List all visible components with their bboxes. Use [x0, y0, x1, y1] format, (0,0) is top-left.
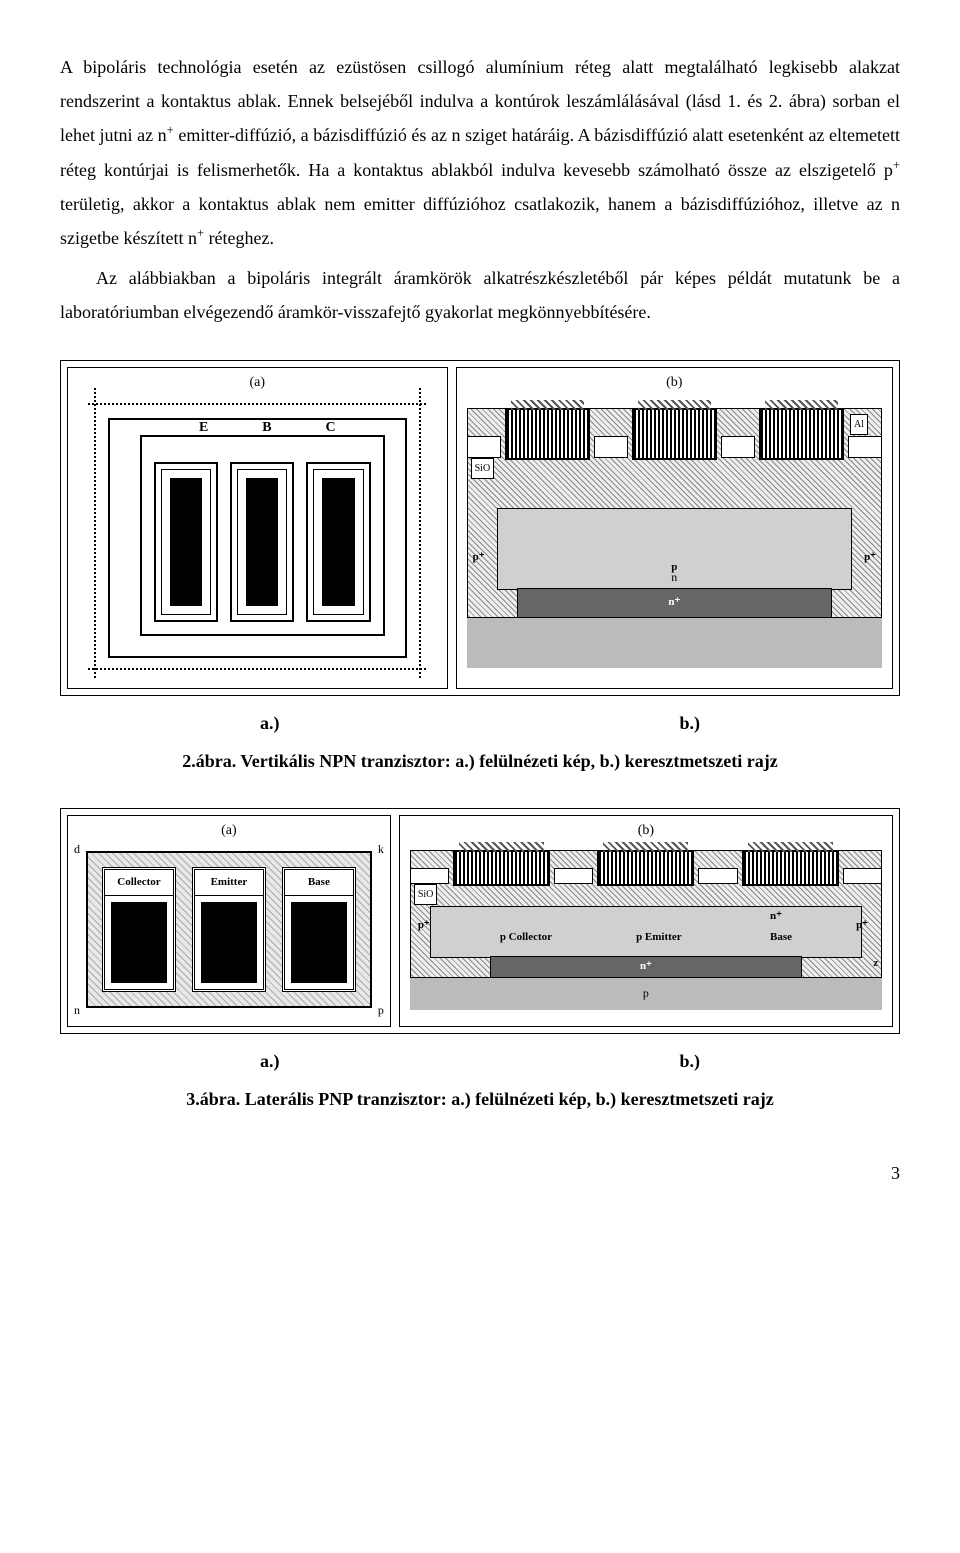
label-pcollector: p Collector [500, 927, 552, 948]
p1-sup-1: + [167, 123, 174, 137]
term-body [291, 902, 347, 983]
cs-metal [759, 408, 844, 460]
term-base-label: Base [285, 870, 353, 896]
paragraph-1: A bipoláris technológia esetén az ezüstö… [60, 50, 900, 255]
contact-fill [246, 478, 278, 606]
p1-text-d: réteghez. [204, 228, 274, 248]
gridline [88, 403, 427, 405]
fig2-a-label: a.) [260, 706, 280, 740]
contact-fill [322, 478, 354, 606]
term-collector: Collector [102, 867, 176, 992]
label-base: n⁺ Base [770, 906, 792, 948]
cs-oxide [721, 436, 755, 458]
corner-bl: n [74, 999, 80, 1022]
cs-oxide [467, 436, 501, 458]
term-base: Base [282, 867, 356, 992]
gridline [419, 388, 421, 678]
term-collector-label: Collector [105, 870, 173, 896]
cs-oxide [594, 436, 628, 458]
term-body [201, 902, 257, 983]
cs-oxide [843, 868, 882, 884]
label-c: C [325, 415, 335, 442]
cs-substrate [467, 617, 882, 668]
label-p: p [671, 557, 677, 578]
fig3a-outer: Collector Emitter Base [86, 851, 372, 1008]
cs-oxide [554, 868, 593, 884]
fig2-caption: 2.ábra. Vertikális NPN tranzisztor: a.) … [60, 744, 900, 778]
label-b: B [262, 415, 271, 442]
cs-buried-layer: n⁺ [490, 956, 802, 978]
label-pplus-r: p⁺ [864, 547, 876, 568]
fig3-caption: 3.ábra. Laterális PNP tranzisztor: a.) f… [60, 1082, 900, 1116]
fig3-b-label: b.) [679, 1044, 700, 1078]
fig2-ab-row: a.) b.) [60, 706, 900, 740]
fig2a-topview: E B C [68, 368, 447, 688]
fig2b-cross-section: n n⁺ SiO Al p p⁺ p⁺ [457, 368, 892, 688]
cs-nplus-label: n⁺ [640, 956, 652, 977]
fig2a-terminal-labels: E B C [172, 415, 363, 442]
cs-metal [632, 408, 717, 460]
figure-2: (a) E B C [60, 360, 900, 778]
fig3a-topview: d k n p Collector Emitter Base [68, 816, 390, 1026]
label-pplus-r: p⁺ [856, 915, 868, 936]
contact-c [306, 462, 370, 622]
term-emitter: Emitter [192, 867, 266, 992]
cs-oxide [698, 868, 737, 884]
fig3-ab-row: a.) b.) [60, 1044, 900, 1078]
cs-substrate: p [410, 977, 882, 1010]
gridline [94, 388, 96, 678]
cs-buried-layer: n⁺ [517, 588, 832, 618]
figure-3-frame: (a) d k n p Collector Emitter Base [60, 808, 900, 1034]
corner-tr: k [378, 838, 384, 861]
fig2a-base-outline: E B C [140, 435, 385, 636]
cs-oxide [410, 868, 449, 884]
contact-fill [170, 478, 202, 606]
p1-sup-2: + [893, 158, 900, 172]
fig3-a-label: a.) [260, 1044, 280, 1078]
label-z: z [874, 953, 878, 974]
page-number: 3 [60, 1156, 900, 1190]
cs-surface-strip [467, 408, 882, 468]
label-pemitter: p Emitter [636, 927, 682, 948]
figure-3-panel-a: (a) d k n p Collector Emitter Base [67, 815, 391, 1027]
term-emitter-label: Emitter [195, 870, 263, 896]
p1-sup-3: + [197, 226, 204, 240]
label-pplus-l: p⁺ [473, 547, 485, 568]
cs-metal [742, 850, 839, 886]
contact-e [154, 462, 218, 622]
tag-al: Al [850, 414, 868, 435]
cs-nplus-label: n⁺ [668, 592, 680, 613]
tag-sio: SiO [471, 458, 495, 479]
paragraph-2: Az alábbiakban a bipoláris integrált ára… [60, 261, 900, 329]
figure-2-panel-b: (b) n n⁺ SiO Al p p⁺ p⁺ [456, 367, 893, 689]
label-pplus-l: p⁺ [418, 915, 430, 936]
term-body [111, 902, 167, 983]
cs-metal [453, 850, 550, 886]
p1-text-b: emitter-diffúzió, a bázisdiffúzió és az … [60, 125, 900, 179]
p1-text-c: területig, akkor a kontaktus ablak nem e… [60, 194, 900, 248]
gridline [88, 668, 427, 670]
cs-oxide [848, 436, 882, 458]
fig2-b-label: b.) [679, 706, 700, 740]
fig3b-cross-section: n⁺ p SiO p Collector p Emitter n⁺ Base p… [400, 816, 892, 1026]
cs-metal [597, 850, 694, 886]
corner-br: p [378, 999, 384, 1022]
label-e: E [199, 415, 208, 442]
corner-tl: d [74, 838, 80, 861]
figure-2-frame: (a) E B C [60, 360, 900, 696]
figure-3-panel-b: (b) n⁺ p SiO p Collector p Emitter [399, 815, 893, 1027]
cs-psub-label: p [643, 982, 649, 1005]
figure-3: (a) d k n p Collector Emitter Base [60, 808, 900, 1116]
cs-metal [505, 408, 590, 460]
cs-surface-strip [410, 850, 882, 894]
contact-b [230, 462, 294, 622]
fig2a-isolation-outline: E B C [108, 418, 407, 658]
figure-2-panel-a: (a) E B C [67, 367, 448, 689]
tag-sio: SiO [414, 884, 438, 905]
